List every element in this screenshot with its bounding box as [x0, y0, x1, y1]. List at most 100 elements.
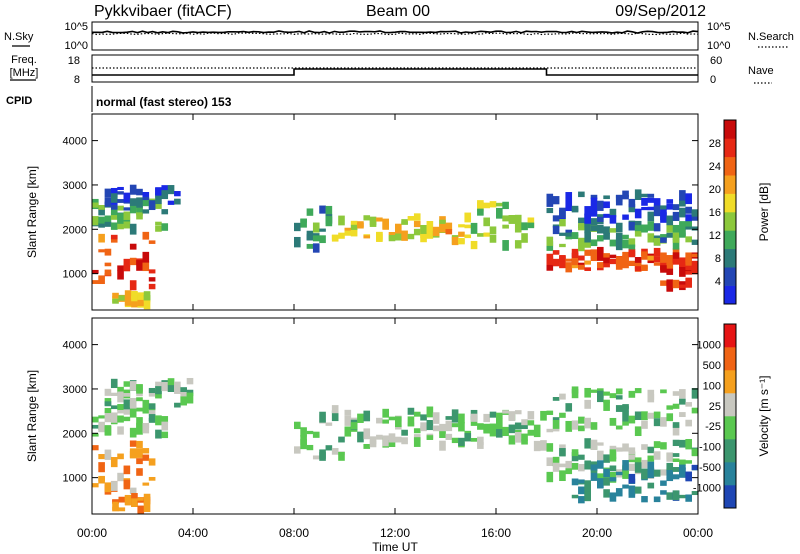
velocity-cell: [496, 412, 503, 419]
velocity-cell: [300, 427, 307, 437]
velocity-cell: [672, 424, 680, 436]
velocity-cell: [155, 429, 162, 439]
velocity-colorbar-tick-label: -100: [699, 442, 721, 454]
velocity-cell: [597, 388, 604, 393]
velocity-cell: [647, 394, 655, 403]
power-cell: [312, 243, 320, 253]
power-colorbar-tick-label: 12: [709, 230, 721, 242]
power-cell: [559, 232, 566, 236]
power-cell: [142, 192, 150, 201]
velocity-cell: [514, 422, 522, 430]
velocity-cell: [502, 426, 509, 437]
nsearch-tick-top: 10^5: [707, 21, 731, 33]
power-cell: [155, 196, 162, 205]
power-cell: [559, 217, 566, 227]
power-cell: [685, 277, 692, 288]
velocity-cell: [685, 460, 692, 464]
power-cell: [571, 205, 579, 212]
velocity-cell: [470, 413, 478, 422]
velocity-cell: [597, 391, 604, 403]
velocity-cell: [584, 418, 591, 429]
power-cell: [118, 295, 126, 301]
power-colorbar-swatch: [724, 156, 736, 176]
power-cell: [123, 207, 131, 211]
velocity-cell: [666, 413, 674, 422]
velocity-colorbar-tick-label: 1000: [697, 339, 721, 351]
velocity-cell: [426, 420, 434, 431]
power-cell: [590, 194, 598, 199]
power-cell: [92, 202, 99, 208]
velocity-cell: [117, 426, 124, 435]
power-cell: [653, 205, 661, 217]
x-tick-label: 04:00: [178, 526, 208, 540]
power-cell: [590, 207, 598, 217]
velocity-cell: [571, 462, 579, 470]
power-cell: [597, 255, 604, 261]
power-cell: [653, 256, 661, 263]
power-cell: [104, 202, 112, 207]
power-cell: [98, 222, 105, 228]
power-cell: [123, 258, 131, 268]
power-cell: [552, 215, 560, 222]
power-cell: [615, 237, 623, 248]
power-cell: [117, 191, 124, 195]
velocity-cell: [679, 389, 686, 399]
power-y-tick-label: 4000: [63, 136, 87, 148]
velocity-cell: [451, 416, 459, 423]
power-cell: [672, 211, 680, 221]
velocity-cell: [167, 384, 175, 392]
velocity-y-tick-label: 1000: [63, 473, 87, 485]
power-cell: [660, 252, 667, 263]
power-cell: [559, 256, 566, 262]
power-cell: [679, 284, 686, 288]
velocity-cell: [565, 403, 573, 412]
power-cell: [174, 198, 181, 205]
power-cell: [691, 226, 699, 231]
power-cell: [641, 193, 648, 198]
nsearch-tick-bottom: 10^0: [707, 40, 731, 52]
power-cell: [98, 204, 105, 210]
velocity-cell: [123, 381, 131, 387]
freq-tick-bottom: 8: [74, 74, 80, 86]
power-cell: [401, 230, 408, 241]
power-cell: [129, 184, 137, 195]
velocity-cell: [104, 425, 112, 436]
power-cell: [92, 280, 99, 284]
power-cell: [319, 205, 326, 214]
velocity-cell: [634, 486, 642, 494]
power-cell: [666, 223, 674, 233]
velocity-cell: [653, 496, 661, 503]
velocity-cell: [439, 440, 446, 451]
velocity-cell: [312, 431, 320, 438]
power-cell: [559, 207, 566, 219]
velocity-cell: [388, 440, 396, 448]
velocity-cell: [142, 423, 150, 434]
power-cell: [136, 197, 143, 208]
velocity-cell: [186, 392, 194, 404]
velocity-cell: [136, 448, 143, 458]
power-cell: [603, 260, 610, 268]
power-cell: [571, 248, 579, 258]
power-cell: [679, 190, 686, 201]
velocity-cell: [104, 482, 112, 493]
velocity-cell: [647, 412, 655, 419]
power-cell: [148, 200, 156, 211]
power-cell: [634, 189, 642, 201]
power-cell: [552, 250, 560, 255]
velocity-cell: [117, 391, 124, 403]
velocity-cell: [578, 496, 585, 504]
velocity-cell: [672, 474, 680, 480]
velocity-cell: [672, 391, 680, 396]
power-cell: [546, 236, 554, 246]
power-cell: [312, 235, 320, 242]
power-cell: [432, 226, 440, 237]
power-cell: [660, 280, 667, 286]
power-cell: [628, 260, 636, 266]
velocity-cell: [647, 482, 655, 489]
power-cell: [578, 217, 585, 224]
velocity-cell: [155, 381, 162, 390]
power-cell: [628, 221, 636, 231]
power-cell: [110, 209, 118, 216]
power-cell: [603, 256, 610, 264]
